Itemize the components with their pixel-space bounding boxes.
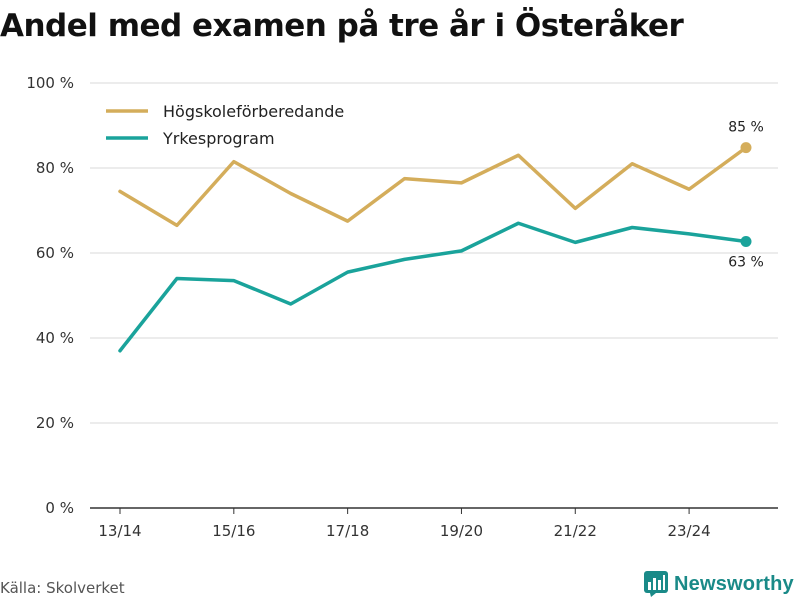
x-tick-label: 13/14: [98, 522, 141, 540]
legend-label-2: Yrkesprogram: [162, 129, 275, 148]
series-end-point-2: [740, 236, 752, 248]
source-note: Källa: Skolverket: [0, 579, 125, 597]
x-tick-label: 15/16: [212, 522, 255, 540]
y-axis-ticks: 0 % 20 % 40 % 60 % 80 % 100 %: [26, 74, 74, 517]
y-tick-label: 100 %: [26, 74, 74, 92]
y-tick-label: 80 %: [36, 159, 74, 177]
x-tick-label: 23/24: [667, 522, 710, 540]
brand-name: Newsworthy: [674, 572, 794, 595]
series-line-1: [118, 145, 748, 228]
y-tick-label: 20 %: [36, 414, 74, 432]
newsworthy-icon: [644, 571, 668, 597]
end-value-label-2: 63 %: [728, 255, 764, 271]
series-lines: [118, 142, 752, 353]
x-tick-label: 17/18: [326, 522, 369, 540]
end-value-label-1: 85 %: [728, 120, 764, 136]
legend: Högskoleförberedande Yrkesprogram: [106, 102, 344, 148]
end-labels: 85 % 63 %: [728, 120, 764, 271]
y-tick-label: 60 %: [36, 244, 74, 262]
legend-label-1: Högskoleförberedande: [163, 102, 344, 121]
chart-title: Andel med examen på tre år i Österåker: [0, 8, 684, 44]
brand-logo: Newsworthy: [644, 570, 794, 598]
x-tick-label: 19/20: [440, 522, 483, 540]
gridlines: [90, 82, 778, 424]
series-end-point-1: [740, 142, 752, 154]
x-tick-label: 21/22: [554, 522, 597, 540]
y-tick-label: 0 %: [45, 499, 74, 517]
y-tick-label: 40 %: [36, 329, 74, 347]
x-axis-ticks: 13/14 15/16 17/18 19/20 21/22 23/24: [98, 508, 711, 540]
series-line-2: [118, 221, 748, 353]
